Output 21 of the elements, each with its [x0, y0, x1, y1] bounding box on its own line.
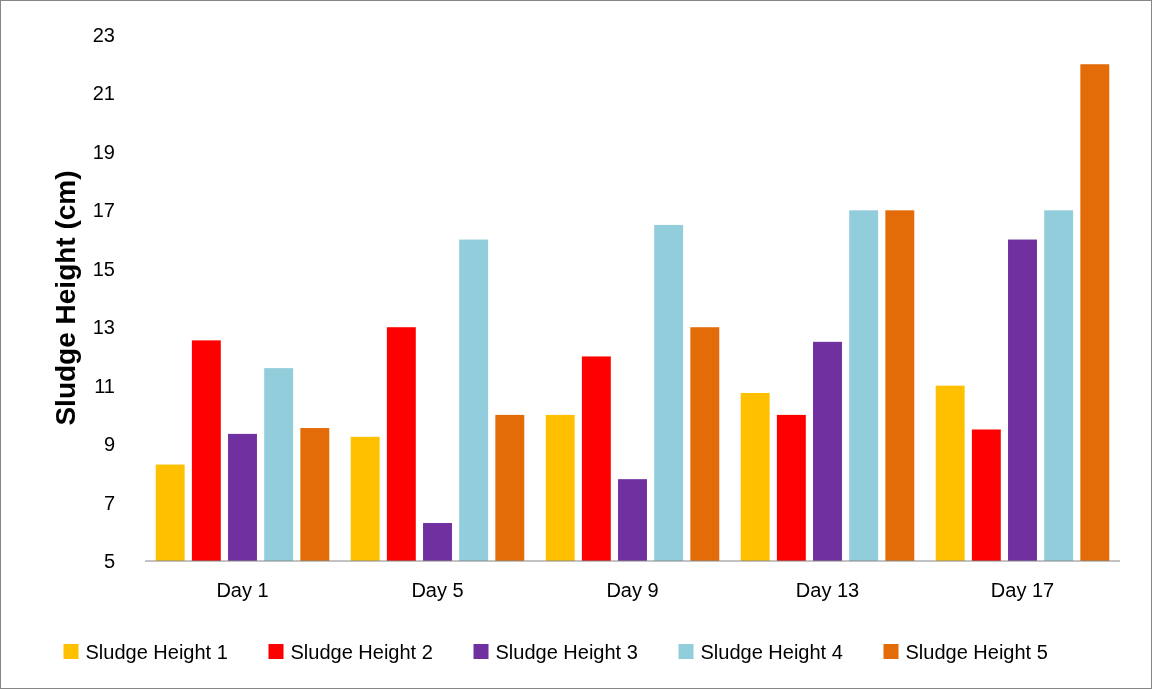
x-tick-label: Day 13: [795, 579, 860, 601]
legend-label: Sludge Height 3: [495, 641, 638, 663]
x-tick-label: Day 17: [990, 579, 1055, 601]
x-tick-label: Day 9: [606, 579, 659, 601]
y-tick-label: 17: [92, 199, 115, 222]
y-tick-label: 13: [92, 316, 115, 339]
legend-label: Sludge Height 2: [290, 641, 433, 663]
y-tick-label: 5: [103, 550, 115, 572]
legend-label: Sludge Height 5: [905, 641, 1048, 663]
y-tick-label: 15: [92, 257, 115, 280]
y-tick-label: 9: [103, 433, 115, 456]
y-axis-title: Sludge Height (cm): [50, 170, 81, 426]
y-tick-label: 21: [92, 82, 115, 105]
x-tick-label: Day 5: [411, 579, 464, 601]
y-tick-label: 23: [92, 24, 115, 46]
y-tick-label: 11: [94, 374, 115, 397]
legend-label: Sludge Height 4: [700, 641, 843, 663]
x-tick-label: Day 1: [216, 579, 269, 601]
y-tick-label: 19: [92, 140, 115, 163]
y-tick-label: 7: [103, 491, 115, 514]
legend-label: Sludge Height 1: [85, 641, 228, 663]
